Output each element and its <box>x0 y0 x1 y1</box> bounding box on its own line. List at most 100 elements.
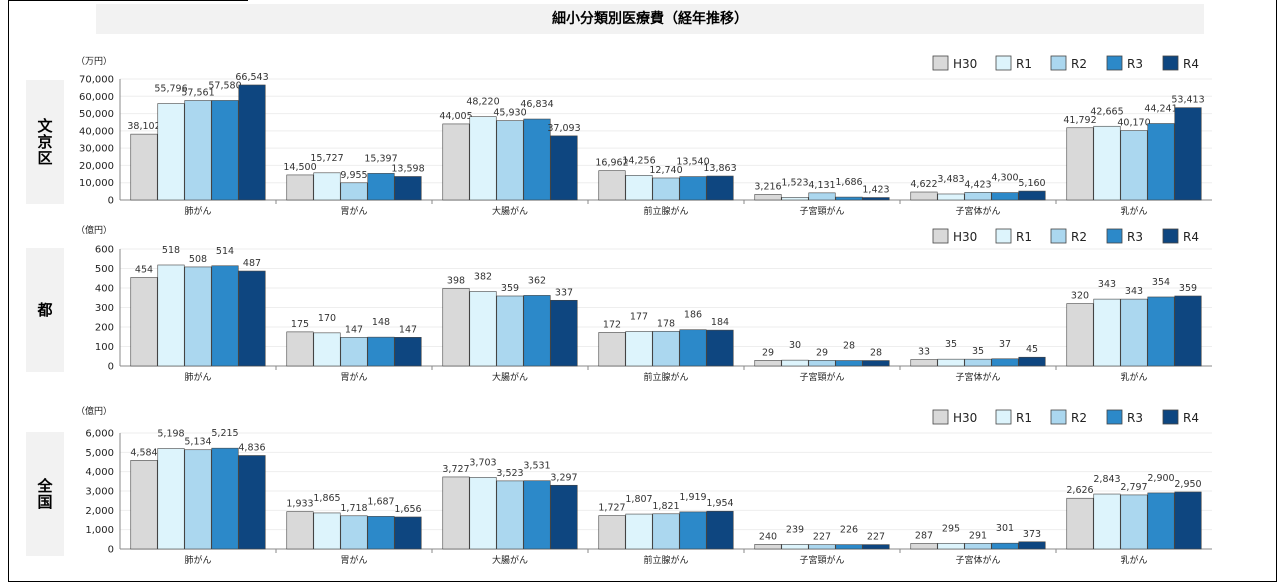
bar-R2 <box>184 266 212 367</box>
data-label: 16,962 <box>595 158 628 169</box>
data-label: 227 <box>867 532 885 543</box>
legend-swatch-R1 <box>995 409 1012 425</box>
bar-R2 <box>808 360 836 367</box>
x-tick-label: 大腸がん <box>492 205 528 217</box>
bar-R1 <box>157 103 185 201</box>
x-tick-label: 子宮頸がん <box>799 554 844 566</box>
bar-R1 <box>781 197 809 201</box>
legend-label: H30 <box>953 57 977 71</box>
bar-H30 <box>286 174 314 201</box>
data-label: 398 <box>447 275 465 286</box>
legend-label: R3 <box>1127 230 1143 244</box>
x-tick-label: 肺がん <box>184 554 211 566</box>
bar-H30 <box>286 331 314 367</box>
data-label: 3,727 <box>442 464 469 475</box>
legend-swatch-R4 <box>1162 228 1179 244</box>
x-tick-label: 子宮頸がん <box>799 205 844 217</box>
bar-R3 <box>523 295 551 367</box>
data-label: 9,955 <box>340 170 367 181</box>
bar-H30 <box>130 133 158 201</box>
data-label: 1,919 <box>679 492 706 503</box>
bar-R2 <box>1120 298 1148 367</box>
bar-R1 <box>313 512 341 550</box>
bar-R1 <box>469 116 497 201</box>
legend-swatch-R3 <box>1106 409 1123 425</box>
bar-R3 <box>367 336 395 367</box>
bar-R1 <box>937 358 965 367</box>
bar-R3 <box>991 542 1019 550</box>
legend-label: R3 <box>1127 411 1143 425</box>
data-label: 291 <box>969 530 987 541</box>
legend-label: R1 <box>1016 411 1032 425</box>
bar-H30 <box>598 170 626 201</box>
data-label: 15,397 <box>364 153 397 164</box>
bar-R3 <box>523 480 551 550</box>
data-label: 287 <box>915 530 933 541</box>
legend-label: R4 <box>1183 230 1199 244</box>
legend-label: R2 <box>1071 411 1087 425</box>
bar-H30 <box>598 515 626 550</box>
bar-R3 <box>679 176 707 201</box>
bar-R3 <box>367 173 395 201</box>
data-label: 12,740 <box>649 165 682 176</box>
bar-R4 <box>1018 541 1046 550</box>
bar-R4 <box>706 329 734 367</box>
legend-swatch-R4 <box>1162 55 1179 71</box>
bar-R4 <box>550 135 578 201</box>
bar-R3 <box>679 511 707 550</box>
data-label: 28 <box>843 341 855 352</box>
data-label: 148 <box>372 317 390 328</box>
data-label: 175 <box>291 319 309 330</box>
legend-label: R4 <box>1183 57 1199 71</box>
legend-swatch-R2 <box>1050 409 1067 425</box>
bar-R1 <box>781 359 809 367</box>
data-label: 4,423 <box>964 179 991 190</box>
bar-R3 <box>211 447 239 550</box>
bar-H30 <box>286 511 314 550</box>
bar-R2 <box>808 544 836 550</box>
legend-swatch-R3 <box>1106 55 1123 71</box>
data-label: 48,220 <box>466 97 499 108</box>
legend-swatch-H30 <box>932 409 949 425</box>
data-label: 44,005 <box>439 111 472 122</box>
bar-R1 <box>937 193 965 201</box>
bar-R2 <box>808 192 836 201</box>
x-tick-label: 大腸がん <box>492 554 528 566</box>
bar-R2 <box>184 449 212 550</box>
bar-R3 <box>523 118 551 201</box>
bar-R4 <box>1174 295 1202 367</box>
bar-R2 <box>652 330 680 367</box>
y-tick-label: 500 <box>95 264 114 275</box>
bar-R3 <box>991 192 1019 201</box>
data-label: 4,300 <box>991 173 1018 184</box>
y-unit-label: （億円） <box>76 405 112 417</box>
bar-R2 <box>340 515 368 550</box>
data-label: 1,821 <box>652 501 679 512</box>
data-label: 1,718 <box>340 503 367 514</box>
y-tick-label: 300 <box>95 303 114 314</box>
bar-R1 <box>1093 125 1121 201</box>
x-tick-label: 肺がん <box>184 205 211 217</box>
data-label: 343 <box>1098 279 1116 290</box>
data-label: 3,216 <box>754 181 781 192</box>
legend-swatch-R1 <box>995 228 1012 244</box>
y-tick-label: 40,000 <box>79 126 114 137</box>
bar-R4 <box>394 337 422 367</box>
y-tick-label: 30,000 <box>79 144 114 155</box>
bar-R3 <box>991 358 1019 367</box>
data-label: 337 <box>555 287 573 298</box>
bar-H30 <box>598 332 626 367</box>
data-label: 41,792 <box>1063 115 1096 126</box>
data-label: 2,843 <box>1093 474 1120 485</box>
data-label: 4,584 <box>130 447 157 458</box>
bar-R2 <box>496 480 524 550</box>
bar-R4 <box>862 360 890 367</box>
data-label: 301 <box>996 523 1014 534</box>
x-tick-label: 乳がん <box>1120 554 1147 566</box>
data-label: 172 <box>603 319 621 330</box>
bar-R2 <box>964 543 992 550</box>
data-label: 13,863 <box>703 163 736 174</box>
y-tick-label: 1,000 <box>85 525 114 536</box>
bar-R3 <box>835 544 863 550</box>
data-label: 13,540 <box>676 157 709 168</box>
